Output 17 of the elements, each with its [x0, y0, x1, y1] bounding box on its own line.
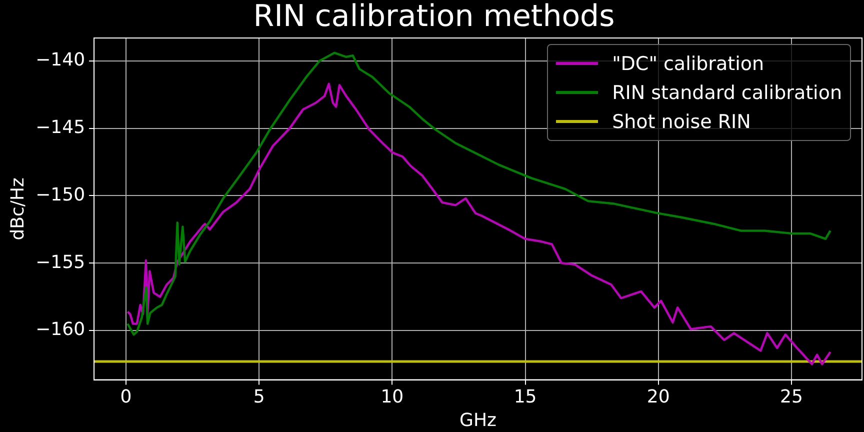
legend-label: "DC" calibration: [612, 52, 764, 74]
x-tick-label: 25: [780, 386, 803, 408]
y-tick-label: −140: [36, 50, 86, 71]
x-tick-label: 10: [380, 386, 404, 408]
legend-label: Shot noise RIN: [612, 110, 751, 132]
y-axis-title: dBc/Hz: [7, 178, 28, 240]
y-tick-label: −160: [36, 319, 86, 340]
x-tick-label: 0: [120, 386, 132, 408]
y-tick-label: −150: [36, 184, 86, 206]
y-tick-label: −155: [36, 252, 86, 273]
y-tick-label: −145: [36, 116, 86, 138]
x-tick-label: 15: [514, 386, 537, 408]
x-tick-label: 20: [646, 386, 670, 408]
x-tick-label: 5: [253, 386, 265, 408]
x-axis-title: GHz: [460, 410, 496, 431]
chart-title: RIN calibration methods: [253, 0, 615, 34]
legend-label: RIN standard calibration: [612, 82, 842, 104]
